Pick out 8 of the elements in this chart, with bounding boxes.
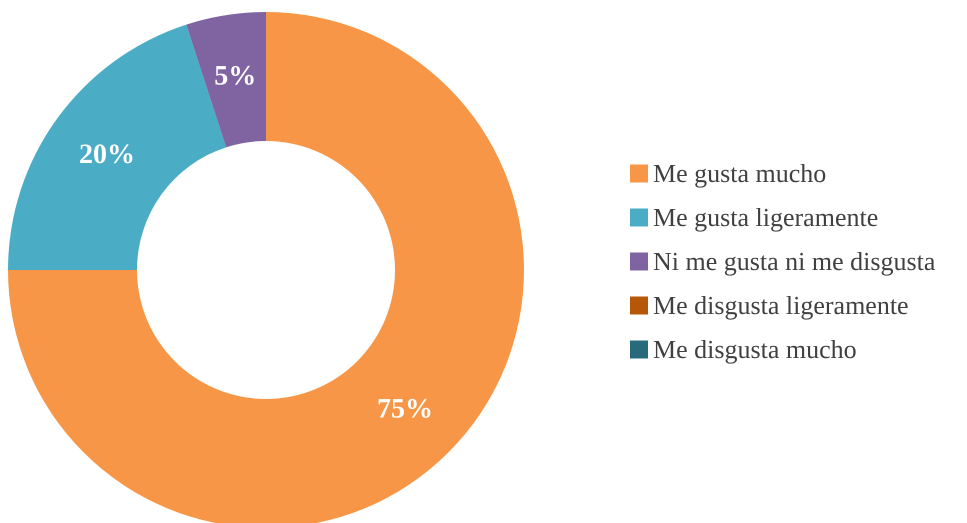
data-label: 20% — [79, 139, 136, 170]
legend-label: Me gusta mucho — [653, 159, 826, 188]
data-label: 5% — [214, 60, 256, 92]
legend-label: Me disgusta mucho — [653, 335, 857, 364]
legend-label: Ni me gusta ni me disgusta — [653, 247, 936, 276]
legend-label: Me disgusta ligeramente — [653, 291, 909, 320]
legend-label: Me gusta ligeramente — [653, 203, 878, 232]
data-label: 75% — [376, 393, 433, 424]
